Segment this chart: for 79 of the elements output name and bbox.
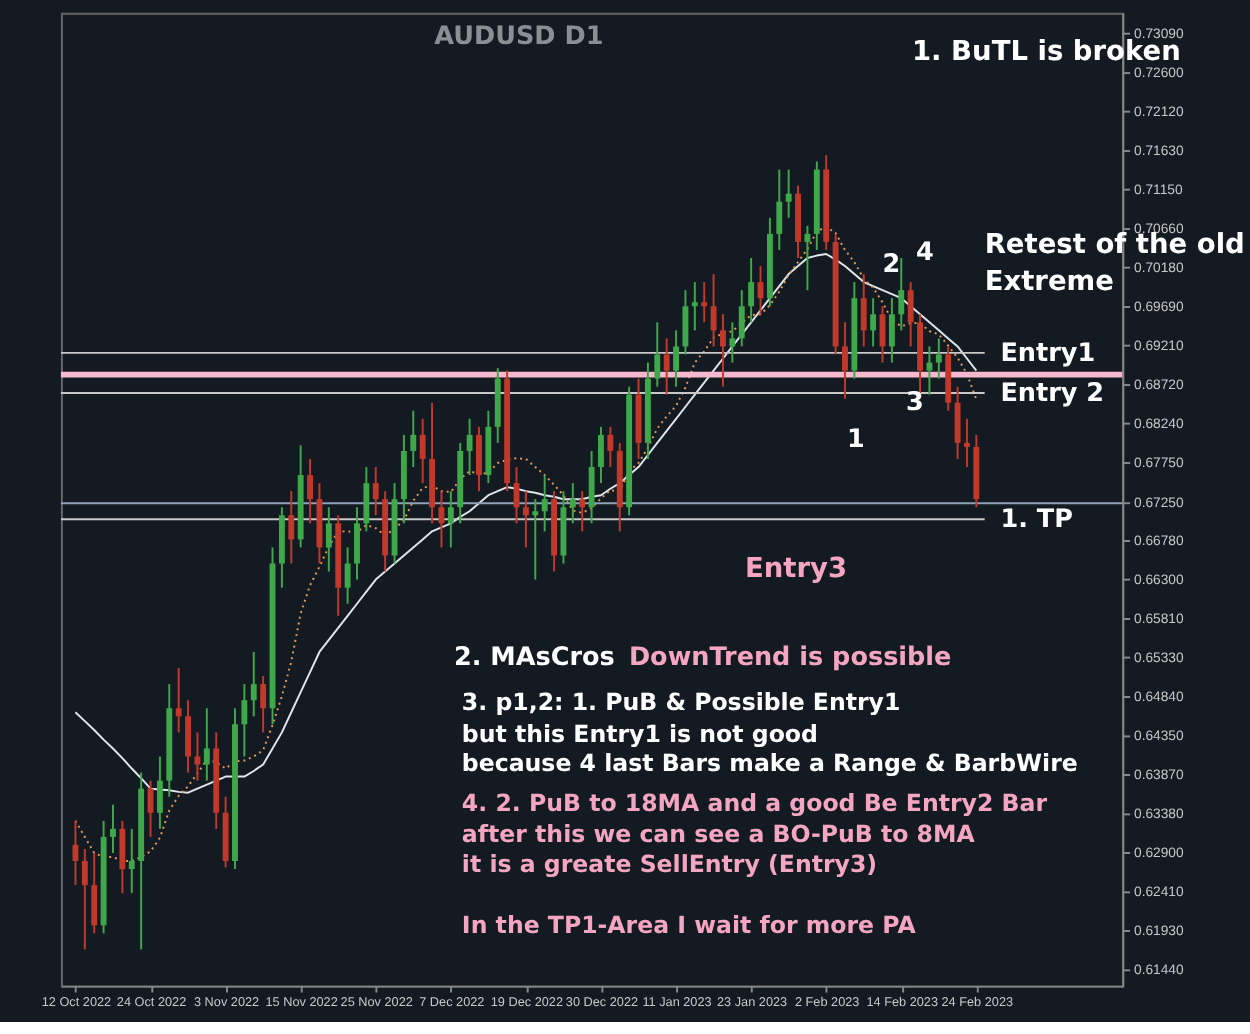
annotation: 2. MAsCros — [454, 643, 615, 674]
candlestick — [91, 851, 98, 935]
annotation: 2 — [882, 250, 901, 281]
annotation: 4. 2. PuB to 18MA and a good Be Entry2 Bar — [461, 788, 1048, 817]
candlestick — [588, 449, 595, 525]
candlestick — [673, 329, 679, 388]
annotation: it is a greate SellEntry (Entry3) — [461, 849, 878, 878]
candlestick — [870, 297, 877, 348]
candlestick — [888, 297, 895, 364]
annotation: after this we can see a BO-PuB to 8MA — [461, 820, 977, 849]
candlestick — [532, 498, 539, 581]
annotation: Extreme — [984, 265, 1114, 298]
candlestick — [935, 337, 942, 380]
candlestick — [842, 321, 848, 400]
candlestick — [785, 168, 792, 219]
candlestick — [128, 827, 135, 895]
annotation: 1. BuTL is broken — [911, 35, 1181, 68]
candlestick — [682, 289, 689, 356]
annotation: 3 — [906, 387, 924, 418]
candlestick — [81, 847, 88, 951]
candlestick — [354, 506, 360, 581]
candlestick — [419, 417, 426, 485]
candlestick — [194, 731, 201, 782]
candlestick — [598, 425, 604, 485]
ref-line-label: 1. TP — [1000, 505, 1073, 536]
candlestick — [701, 281, 708, 324]
ref-line-label: Entry 2 — [1000, 378, 1105, 409]
candlestick — [738, 289, 745, 348]
candlestick — [344, 546, 351, 605]
annotation: 4 — [915, 238, 934, 269]
candlestick — [72, 819, 79, 887]
candlestick — [466, 417, 473, 477]
candlestick — [964, 417, 970, 469]
candlestick — [250, 650, 257, 718]
candlestick — [476, 425, 482, 493]
candlestick — [325, 506, 332, 573]
candlestick — [241, 683, 248, 758]
annotation: In the TP1-Area I wait for more PA — [461, 910, 918, 939]
annotation: 1 — [847, 425, 865, 456]
candlestick — [663, 337, 670, 396]
candlestick — [363, 466, 370, 533]
candlestick — [804, 224, 811, 292]
candlestick — [438, 490, 445, 549]
candlestick — [898, 257, 905, 332]
candlestick — [607, 425, 614, 469]
candlestick — [156, 755, 163, 830]
candlestick — [710, 273, 717, 348]
candlestick — [307, 458, 313, 525]
annotation: but this Entry1 is not good — [461, 719, 818, 748]
annotation: 3. p1,2: 1. PuB & Possible Entry1 — [461, 688, 901, 717]
candlestick — [579, 490, 586, 533]
candlestick — [288, 490, 295, 565]
ref-line-label: Entry1 — [1000, 338, 1096, 369]
candlestick — [729, 321, 736, 364]
candlestick — [110, 803, 116, 854]
candlestick — [522, 490, 529, 549]
candlestick — [954, 385, 961, 460]
candlestick — [410, 409, 417, 469]
candlestick — [720, 313, 726, 388]
candlestick — [907, 281, 914, 348]
candlestick — [175, 667, 182, 734]
candlestick — [185, 699, 192, 774]
candlestick — [203, 707, 210, 782]
candlestick — [926, 345, 933, 396]
annotation: Entry3 — [744, 552, 848, 585]
chart-title: AUDUSD D1 — [434, 22, 604, 53]
annotation: DownTrend is possible — [628, 643, 953, 674]
candlestick — [860, 273, 867, 348]
candlestick — [569, 482, 576, 525]
candlestick — [541, 474, 548, 533]
candlestick — [748, 257, 755, 324]
candlestick — [654, 321, 661, 388]
candlestick — [372, 466, 379, 517]
candlestick — [447, 490, 454, 549]
candlestick — [260, 675, 267, 734]
candlestick — [691, 281, 698, 332]
candlestick — [776, 168, 783, 251]
annotation: because 4 last Bars make a Range & BarbWire — [461, 749, 1078, 778]
candlestick — [119, 819, 126, 895]
